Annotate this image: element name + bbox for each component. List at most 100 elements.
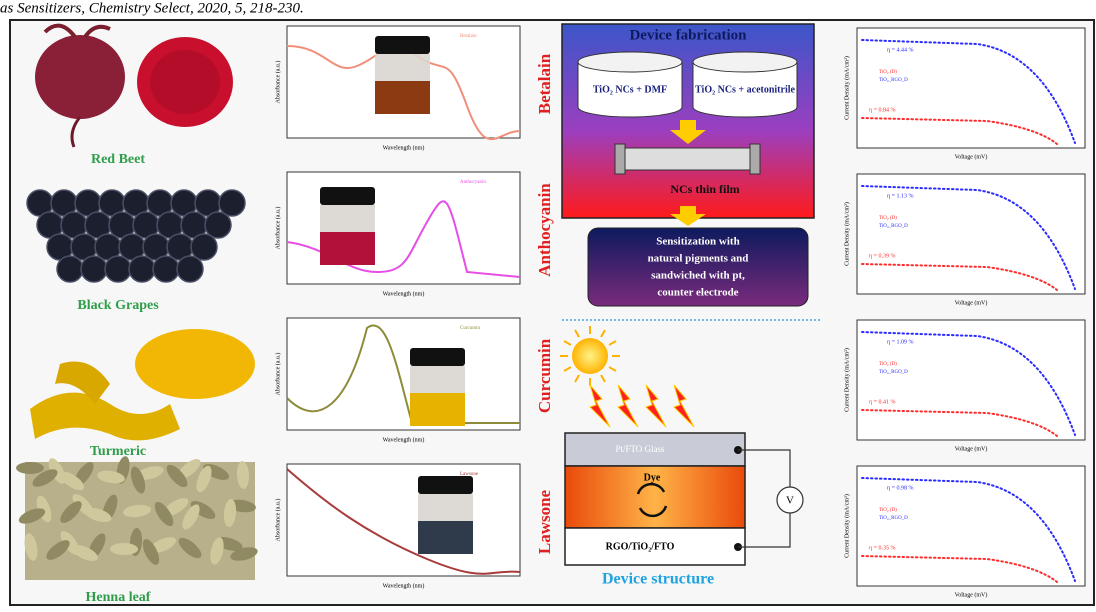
henna-leaf	[166, 464, 188, 488]
sensitization-text: counter electrode	[657, 287, 738, 299]
grape	[204, 211, 232, 239]
sensitization-text: sandwiched with pt,	[651, 270, 745, 282]
sensitization-text: Sensitization with	[656, 236, 739, 248]
film-cap	[749, 143, 761, 175]
beaker	[577, 62, 683, 118]
vial-cap	[320, 187, 375, 205]
sun	[572, 338, 608, 374]
light-bolt	[645, 384, 667, 428]
henna-leaf	[210, 537, 224, 565]
sun-ray	[600, 329, 606, 338]
vial-cap	[418, 476, 473, 494]
jv-curve-low	[861, 117, 1058, 145]
grape	[176, 255, 204, 283]
grape	[190, 233, 218, 261]
pigment-name: Anthocyanin	[535, 183, 554, 277]
jv-legend: TiO₂ (D)	[879, 508, 897, 513]
efficiency-low: η = 0.41 %	[869, 399, 896, 405]
efficiency-high: η = 1.13 %	[887, 193, 914, 199]
henna-leaf	[24, 533, 38, 561]
grape	[104, 255, 132, 283]
pt-label: Pt/FTO Glass	[615, 444, 665, 454]
x-axis-label: Voltage (mV)	[955, 591, 988, 598]
jv-curve-high	[861, 477, 1076, 582]
beet	[35, 35, 125, 119]
turmeric-root	[55, 361, 110, 404]
grape	[80, 255, 108, 283]
film-label: NCs thin film	[670, 182, 739, 196]
x-axis-label: Voltage (mV)	[955, 299, 988, 306]
y-axis-label: Current Density (mA/cm²)	[843, 348, 850, 412]
light-bolt	[617, 384, 639, 428]
voltmeter	[776, 486, 804, 514]
henna-leaf	[149, 537, 177, 553]
henna-leaf	[110, 542, 138, 556]
beaker	[692, 62, 798, 118]
henna-leaf	[32, 469, 58, 487]
turmeric-powder	[135, 329, 255, 399]
pigment-name: Curcumin	[535, 338, 554, 413]
efficiency-high: η = 0.98 %	[887, 485, 914, 491]
efficiency-low: η = 0.35 %	[869, 545, 896, 551]
henna-leaf	[18, 508, 46, 524]
jv-legend: TiO₂ (D)	[879, 362, 897, 367]
grape	[218, 189, 246, 217]
efficiency-high: η = 4.44 %	[887, 47, 914, 53]
jv-legend: TiO₂ (D)	[879, 216, 897, 221]
x-axis-label: Wavelength (nm)	[383, 436, 425, 443]
henna-leaf	[182, 504, 200, 530]
henna-leaf	[178, 537, 202, 559]
henna-leaf	[72, 544, 98, 562]
sun-ray	[574, 374, 580, 383]
jv-legend: TiO₂_RGO_D	[879, 78, 908, 83]
henna-leaf	[230, 547, 258, 561]
plot-legend: Curcumin	[460, 326, 480, 331]
source-name: Henna leaf	[86, 590, 151, 605]
jv-frame	[856, 465, 1086, 587]
absorbance-curve	[286, 468, 521, 575]
y-axis-label: Absorbance (a.u.)	[274, 499, 281, 542]
vial-cap	[410, 348, 465, 366]
y-axis-label: Current Density (mA/cm²)	[843, 494, 850, 558]
solution-label: TiO₂ NCs + DMF	[593, 84, 667, 95]
henna-leaf	[142, 539, 160, 565]
jv-legend: TiO₂ (D)	[879, 70, 897, 75]
grape	[152, 255, 180, 283]
y-axis-label: Current Density (mA/cm²)	[843, 56, 850, 120]
arrow	[670, 120, 706, 144]
jv-curve-low	[861, 555, 1058, 583]
beaker-top	[577, 51, 683, 73]
electrode-label: RGO/TiO₂/FTO	[606, 541, 675, 552]
vial-cap	[375, 36, 430, 54]
dye-layer	[564, 465, 746, 529]
arrow	[670, 206, 706, 226]
film-cap	[614, 143, 626, 175]
source-name: Red Beet	[91, 152, 145, 167]
efficiency-high: η = 1.09 %	[887, 339, 914, 345]
source-name: Turmeric	[90, 444, 146, 459]
redox-cycle	[636, 482, 668, 518]
pigment-name: Betalain	[535, 53, 554, 114]
henna-leaf	[16, 462, 44, 474]
film-tube	[624, 147, 751, 171]
henna-leaf	[123, 504, 151, 518]
henna-leaf	[130, 466, 146, 494]
jv-legend: TiO₂_RGO_D	[879, 370, 908, 375]
beet-slice-core	[150, 50, 220, 114]
vial-liquid	[418, 521, 473, 554]
jv-frame	[856, 173, 1086, 295]
source-name: Black Grapes	[77, 298, 159, 313]
sun-ray	[608, 366, 617, 372]
sensitization-box	[587, 227, 809, 307]
jv-curve-high	[861, 185, 1076, 290]
solution-label: TiO₂ NCs + acetonitrile	[695, 84, 795, 95]
dye-label: Dye	[644, 472, 661, 483]
henna-leaf	[196, 465, 212, 493]
sun-ray	[563, 366, 572, 372]
efficiency-low: η = 0.39 %	[869, 253, 896, 259]
voltmeter-label: V	[786, 495, 794, 507]
sun-ray	[563, 340, 572, 346]
grape	[128, 255, 156, 283]
henna-leaf	[60, 501, 82, 523]
